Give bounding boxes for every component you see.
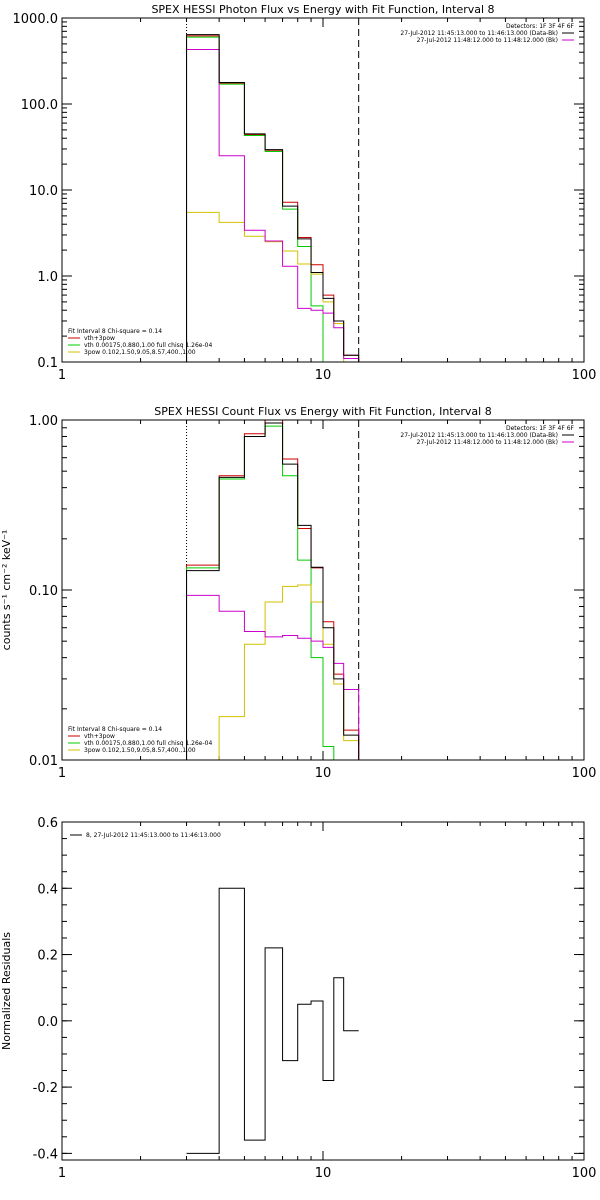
legend-entry: Fit Interval 8 Chi-square = 0.14 bbox=[68, 726, 162, 733]
legend-entry: Fit Interval 8 Chi-square = 0.14 bbox=[68, 328, 162, 335]
chart-title: SPEX HESSI Count Flux vs Energy with Fit… bbox=[154, 405, 491, 418]
y-tick-label: 0.0 bbox=[37, 1015, 58, 1030]
series-line-2 bbox=[186, 425, 335, 760]
series-line-4 bbox=[186, 49, 360, 362]
series-line-5 bbox=[186, 422, 360, 760]
x-tick-label: 100 bbox=[572, 368, 597, 383]
y-axis-label: counts s⁻¹ cm⁻² keV⁻¹ bbox=[0, 530, 13, 651]
x-tick-label: 1 bbox=[58, 766, 66, 781]
y-axis-label: Normalized Residuals bbox=[0, 932, 13, 1050]
series-group bbox=[186, 887, 359, 1154]
y-tick-label: 1.00 bbox=[29, 414, 58, 429]
panel-2: SPEX HESSI Count Flux vs Energy with Fit… bbox=[0, 405, 597, 781]
y-tick-label: -0.4 bbox=[33, 1147, 58, 1162]
plot-frame bbox=[61, 821, 585, 1161]
x-tick-label: 10 bbox=[315, 1166, 332, 1181]
legend-entry: vth+3pow bbox=[84, 335, 115, 342]
x-tick-label: 100 bbox=[572, 1166, 597, 1181]
chart-title: SPEX HESSI Photon Flux vs Energy with Fi… bbox=[151, 3, 494, 16]
legend-entry: Detectors: 1F 3F 4F 6F bbox=[506, 425, 575, 432]
y-tick-label: 0.01 bbox=[29, 754, 58, 769]
legend-entry: 27-Jul-2012 11:48:12.000 to 11:48:12.000… bbox=[417, 439, 558, 446]
series-group bbox=[186, 420, 360, 760]
legend-entry: vth 0.00175,0.880,1.00 full chisq 1.26e-… bbox=[84, 740, 212, 747]
legend-entry: 27-Jul-2012 11:48:12.000 to 11:48:12.000… bbox=[417, 37, 558, 44]
series-line-2 bbox=[186, 36, 335, 362]
legend-entry: Detectors: 1F 3F 4F 6F bbox=[506, 23, 575, 30]
y-tick-label: 1.0 bbox=[37, 270, 58, 285]
panel-3: Normalized Residuals 1 10 100 -0.4 -0.2 0.0 0.2… bbox=[0, 816, 596, 1181]
legend-entry: vth+3pow bbox=[84, 733, 115, 740]
series-line-1 bbox=[186, 420, 360, 760]
panel-1: SPEX HESSI Photon Flux vs Energy with Fi… bbox=[13, 3, 597, 383]
y-tick-label: 0.1 bbox=[37, 356, 58, 371]
legend-entry: 3pow 0.102,1.50,9.05,8.57,400.,1.00 bbox=[84, 747, 196, 754]
series-line-4 bbox=[186, 594, 360, 760]
x-tick-label: 1 bbox=[58, 368, 66, 383]
y-tick-label: 10.0 bbox=[29, 184, 58, 199]
legend-entry: 27-Jul-2012 11:45:13.000 to 11:46:13.000… bbox=[400, 432, 558, 439]
series-group bbox=[186, 34, 360, 362]
x-tick-label: 100 bbox=[572, 766, 597, 781]
series-line-3 bbox=[218, 584, 360, 760]
x-tick-label: 10 bbox=[315, 368, 332, 383]
y-tick-label: 100.0 bbox=[21, 98, 58, 113]
legend-entry: 8, 27-Jul-2012 11:45:13.000 to 11:46:13.… bbox=[86, 832, 221, 839]
x-tick-label: 1 bbox=[58, 1166, 66, 1181]
series-line-1 bbox=[186, 35, 360, 362]
legend-entry: 27-Jul-2012 11:45:13.000 to 11:46:13.000… bbox=[400, 30, 558, 37]
series-line-1 bbox=[186, 887, 359, 1154]
y-tick-label: -0.2 bbox=[33, 1081, 58, 1096]
x-tick-label: 10 bbox=[315, 766, 332, 781]
y-tick-label: 0.2 bbox=[37, 949, 58, 964]
y-tick-label: 1000.0 bbox=[13, 12, 59, 27]
series-line-3 bbox=[186, 211, 360, 362]
plot-frame bbox=[61, 419, 585, 761]
y-tick-label: 0.6 bbox=[37, 816, 58, 831]
legend-entry: vth 0.00175,0.880,1.00 full chisq 1.26e-… bbox=[84, 342, 212, 349]
series-line-5 bbox=[186, 34, 360, 362]
y-tick-label: 0.4 bbox=[37, 882, 58, 897]
legend-entry: 3pow 0.102,1.50,9.05,8.57,400.,1.00 bbox=[84, 349, 196, 356]
y-tick-label: 0.10 bbox=[29, 584, 58, 599]
plot-frame bbox=[61, 17, 585, 363]
